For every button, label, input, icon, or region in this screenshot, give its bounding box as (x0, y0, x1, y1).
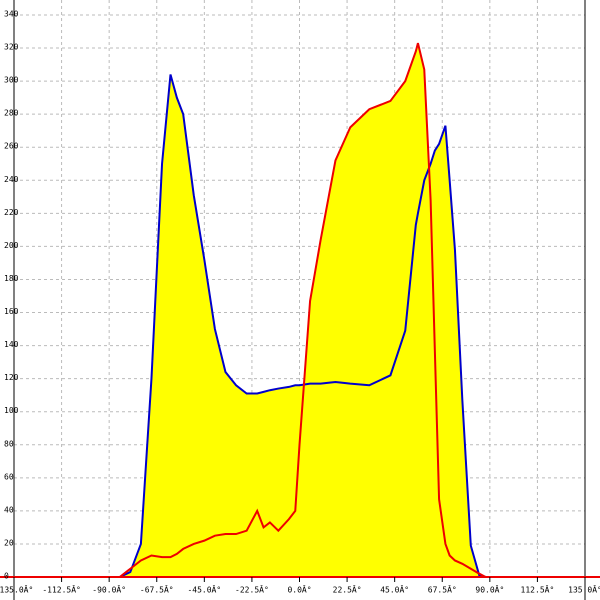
y-tick-label: 60 (4, 472, 14, 481)
y-tick-label: 180 (4, 274, 19, 283)
y-tick-label: 80 (4, 439, 14, 448)
x-tick-label: 112.5Â° (521, 584, 555, 595)
x-tick-label: 67.5Â° (428, 584, 457, 595)
y-tick-label: 280 (4, 109, 19, 118)
area (109, 43, 501, 578)
y-tick-label: 140 (4, 340, 19, 349)
y-tick-label: 220 (4, 208, 19, 217)
x-tick-label: -67.5Â° (140, 584, 174, 595)
x-tick-label: -45.0Â° (187, 584, 221, 595)
y-tick-label: 340 (4, 10, 19, 19)
y-tick-label: 300 (4, 76, 19, 85)
y-tick-label: 20 (4, 538, 14, 547)
y-tick-label: 260 (4, 142, 19, 151)
x-tick-label: 90.0Â° (475, 584, 504, 595)
y-tick-label: 200 (4, 241, 19, 250)
y-tick-label: 240 (4, 175, 19, 184)
line (109, 42, 501, 578)
x-tick-label: -90.0Â° (92, 584, 126, 595)
x-tick-label: 135.0Â° (568, 584, 600, 595)
y-tick-label: 120 (4, 373, 19, 382)
y-tick-label: 0 (4, 572, 9, 581)
y-tick-label: 100 (4, 406, 19, 415)
y-tick-label: 320 (4, 43, 19, 52)
y-tick-label: 160 (4, 307, 19, 316)
x-tick-label: 45.0Â° (380, 584, 409, 595)
x-tick-label: -135.0Â° (0, 584, 33, 595)
y-tick-label: 40 (4, 505, 14, 514)
x-tick-label: 0.0Â° (287, 584, 311, 595)
x-tick-label: -22.5Â° (235, 584, 269, 595)
x-tick-label: 22.5Â° (333, 584, 362, 595)
x-tick-label: -112.5Â° (42, 584, 81, 595)
